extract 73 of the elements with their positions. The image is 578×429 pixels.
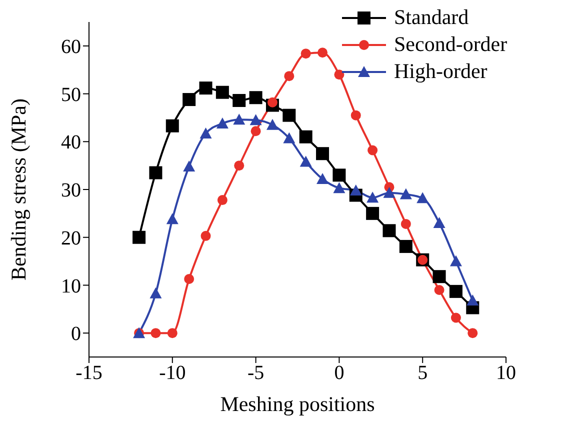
y-tick-label: 10 (61, 275, 81, 298)
point (449, 284, 462, 298)
point (433, 217, 446, 228)
point (318, 48, 328, 58)
x-tick-label: 10 (496, 362, 516, 384)
point (366, 206, 380, 220)
point (249, 91, 262, 104)
legend-label: Second-order (394, 32, 508, 57)
point (150, 328, 161, 338)
x-tick-label: 0 (334, 362, 344, 384)
point (400, 188, 412, 200)
point (282, 108, 296, 122)
point (283, 132, 296, 144)
point (216, 86, 229, 99)
point (234, 160, 244, 171)
point (399, 240, 412, 253)
point (232, 94, 246, 107)
point (250, 114, 262, 126)
point (383, 186, 396, 198)
point (200, 128, 212, 139)
point (350, 110, 361, 120)
point (332, 168, 346, 182)
point (266, 118, 278, 130)
point (217, 195, 228, 206)
point (416, 192, 429, 204)
point (316, 172, 329, 184)
y-tick-label: 40 (61, 132, 81, 154)
legend-label: High-order (394, 59, 488, 84)
y-tick-label: 20 (61, 227, 81, 250)
y-tick-label: 0 (71, 323, 81, 346)
x-tick-label: -5 (247, 362, 264, 384)
point (300, 156, 312, 167)
point (216, 117, 228, 128)
point (167, 328, 178, 338)
x-tick-label: 5 (418, 362, 428, 384)
point (366, 192, 379, 203)
point (183, 160, 196, 172)
point (300, 48, 311, 59)
point (434, 285, 444, 295)
point (382, 224, 396, 238)
point (400, 218, 411, 229)
point (316, 147, 330, 160)
point (333, 182, 346, 194)
y-tick-label: 30 (61, 180, 81, 202)
y-tick-label: 60 (61, 36, 81, 58)
legend-label: Standard (394, 5, 469, 30)
point (166, 213, 178, 224)
point (233, 114, 246, 125)
point (149, 166, 162, 180)
point (468, 328, 478, 338)
point (284, 71, 294, 82)
point (450, 255, 462, 266)
point (267, 97, 278, 108)
point (466, 294, 479, 306)
point (334, 70, 344, 80)
point (182, 93, 196, 106)
point (250, 126, 261, 136)
point (150, 287, 162, 298)
point (132, 230, 146, 244)
x-tick-label: -10 (159, 362, 186, 384)
point (166, 119, 179, 132)
point (350, 184, 362, 196)
point (432, 270, 446, 284)
y-tick-label: 50 (61, 84, 81, 106)
point (299, 130, 312, 144)
point (368, 145, 378, 156)
point (200, 230, 211, 241)
point (199, 82, 212, 95)
point (184, 274, 194, 284)
y-axis-title: Bending stress (MPa) (6, 98, 30, 280)
point (450, 312, 461, 323)
x-axis-title: Meshing positions (220, 392, 375, 416)
x-tick-label: -15 (76, 362, 102, 384)
